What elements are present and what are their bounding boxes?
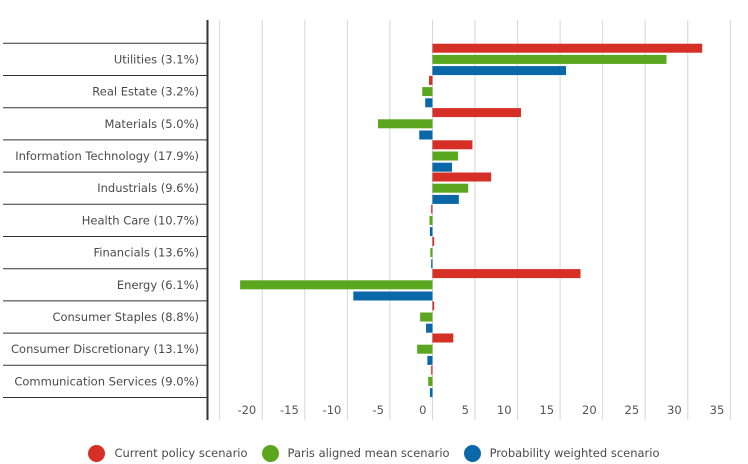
bar-current-policy-scenario[interactable] <box>429 75 433 85</box>
category-label: Information Technology (17.9%) <box>15 149 199 163</box>
bar-paris-aligned-mean-scenario[interactable] <box>417 344 433 354</box>
bar-current-policy-scenario[interactable] <box>431 204 433 214</box>
bars <box>240 43 703 398</box>
category-label: Consumer Staples (8.8%) <box>52 310 199 324</box>
bar-paris-aligned-mean-scenario[interactable] <box>432 151 458 161</box>
x-tick-label: 10 <box>497 403 512 417</box>
bar-probability-weighted-scenario[interactable] <box>432 66 567 76</box>
category-label: Utilities (3.1%) <box>114 52 199 66</box>
category-label: Consumer Discretionary (13.1%) <box>11 342 199 356</box>
bar-paris-aligned-mean-scenario[interactable] <box>422 87 433 97</box>
x-tick-label: 5 <box>462 403 469 417</box>
bar-probability-weighted-scenario[interactable] <box>432 162 453 172</box>
bar-paris-aligned-mean-scenario[interactable] <box>240 280 433 290</box>
legend-label: Probability weighted scenario <box>489 446 660 460</box>
x-tick-label: 15 <box>539 403 554 417</box>
x-tick-label: 30 <box>667 403 682 417</box>
bar-probability-weighted-scenario[interactable] <box>429 388 433 398</box>
x-tick-label: -15 <box>280 403 299 417</box>
bar-paris-aligned-mean-scenario[interactable] <box>430 248 433 258</box>
bar-probability-weighted-scenario[interactable] <box>432 194 459 204</box>
legend-item[interactable]: Probability weighted scenario <box>463 444 660 462</box>
legend-dot-icon <box>88 444 106 462</box>
x-tick-label: 0 <box>419 403 426 417</box>
category-label: Communication Services (9.0%) <box>14 374 199 388</box>
bar-paris-aligned-mean-scenario[interactable] <box>432 183 469 193</box>
x-axis-ticks: -20 -15 -10 -5 0 5 10 15 20 25 30 35 <box>237 403 724 417</box>
legend-item[interactable]: Current policy scenario <box>88 444 248 462</box>
bar-paris-aligned-mean-scenario[interactable] <box>428 376 433 386</box>
bar-current-policy-scenario[interactable] <box>432 301 435 311</box>
legend-dot-icon <box>463 444 481 462</box>
bar-current-policy-scenario[interactable] <box>431 365 433 375</box>
bar-current-policy-scenario[interactable] <box>432 108 521 118</box>
bar-paris-aligned-mean-scenario[interactable] <box>429 215 433 225</box>
bar-probability-weighted-scenario[interactable] <box>429 227 433 237</box>
bar-current-policy-scenario[interactable] <box>432 172 492 182</box>
x-tick-label: 35 <box>710 403 725 417</box>
legend-label: Current policy scenario <box>114 446 248 460</box>
category-label: Real Estate (3.2%) <box>92 85 199 99</box>
bar-current-policy-scenario[interactable] <box>432 43 703 53</box>
legend-dot-icon <box>261 444 279 462</box>
x-tick-label: -5 <box>372 403 383 417</box>
bar-chart: Utilities (3.1%) Real Estate (3.2%) Materi… <box>3 20 731 420</box>
bar-probability-weighted-scenario[interactable] <box>427 355 433 365</box>
bar-current-policy-scenario[interactable] <box>432 333 454 343</box>
bar-paris-aligned-mean-scenario[interactable] <box>432 54 667 64</box>
category-label: Industrials (9.6%) <box>97 181 199 195</box>
x-tick-label: -20 <box>237 403 256 417</box>
x-tick-label: -10 <box>323 403 342 417</box>
bar-probability-weighted-scenario[interactable] <box>426 323 433 333</box>
bar-probability-weighted-scenario[interactable] <box>353 291 433 301</box>
bar-paris-aligned-mean-scenario[interactable] <box>377 119 433 129</box>
bar-paris-aligned-mean-scenario[interactable] <box>420 312 433 322</box>
bar-current-policy-scenario[interactable] <box>432 140 473 150</box>
category-label: Materials (5.0%) <box>104 117 199 131</box>
category-label: Financials (13.6%) <box>93 246 199 260</box>
category-label: Health Care (10.7%) <box>82 213 199 227</box>
bar-probability-weighted-scenario[interactable] <box>431 259 433 269</box>
bar-probability-weighted-scenario[interactable] <box>419 130 433 140</box>
category-label: Energy (6.1%) <box>117 278 199 292</box>
bar-probability-weighted-scenario[interactable] <box>425 98 433 108</box>
bar-current-policy-scenario[interactable] <box>432 269 581 279</box>
x-tick-label: 20 <box>582 403 597 417</box>
legend-item[interactable]: Paris aligned mean scenario <box>261 444 450 462</box>
bar-current-policy-scenario[interactable] <box>432 236 435 246</box>
category-rows: Utilities (3.1%) Real Estate (3.2%) Materi… <box>3 42 207 398</box>
x-tick-label: 25 <box>625 403 640 417</box>
legend: Current policy scenario Paris aligned mea… <box>0 442 748 464</box>
legend-label: Paris aligned mean scenario <box>287 446 450 460</box>
gridlines <box>219 20 731 420</box>
